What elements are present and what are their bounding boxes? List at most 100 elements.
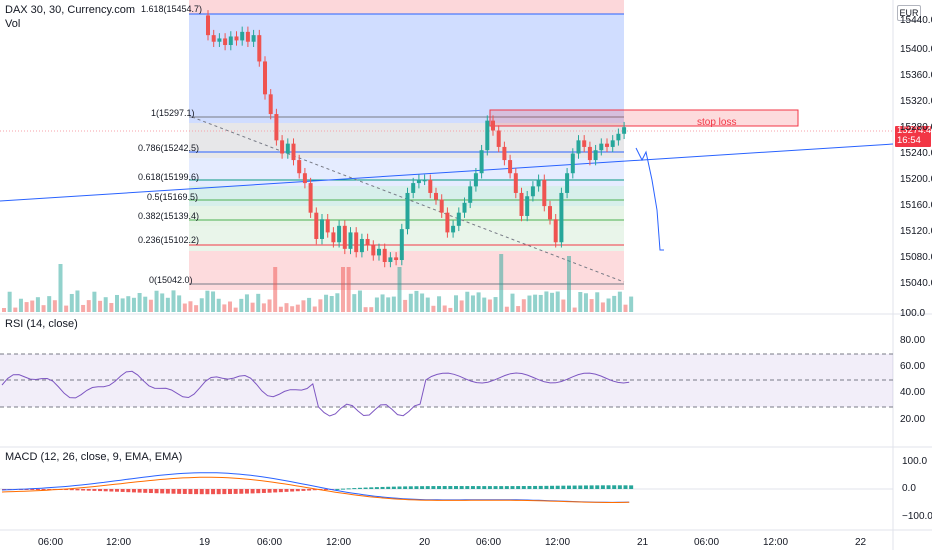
volume-bar: [148, 299, 153, 312]
macd-histogram-bar: [623, 485, 628, 489]
macd-histogram-bar: [177, 489, 182, 494]
candle: [251, 35, 256, 42]
candle: [530, 186, 535, 197]
macd-histogram-bar: [47, 489, 52, 490]
candle: [513, 173, 518, 193]
volume-bar: [18, 298, 23, 312]
macd-histogram-bar: [465, 486, 470, 489]
candle: [576, 140, 581, 154]
candle: [411, 183, 416, 193]
macd-histogram-bar: [273, 489, 278, 493]
price-tick: 15440.0: [900, 15, 932, 26]
projection-path: [635, 147, 664, 251]
price-tick: 15160.0: [900, 200, 932, 211]
candle: [451, 225, 456, 233]
macd-title[interactable]: MACD (12, 26, close, 9, EMA, EMA): [5, 451, 183, 463]
macd-histogram-bar: [103, 489, 108, 492]
volume-bar: [403, 299, 408, 312]
candle: [496, 130, 501, 147]
macd-histogram-bar: [131, 489, 136, 493]
volume-bar: [408, 293, 413, 312]
volume-label: Vol: [5, 18, 21, 30]
macd-histogram-bar: [120, 489, 125, 492]
volume-bar: [205, 290, 210, 312]
macd-histogram-bar: [567, 485, 571, 489]
candle: [377, 248, 381, 256]
volume-bar: [120, 298, 125, 312]
macd-histogram-bar: [267, 489, 272, 493]
macd-histogram-bar: [165, 489, 170, 494]
price-tick: 15200.0: [900, 174, 932, 185]
volume-bar: [244, 294, 249, 312]
volume-bar: [188, 301, 193, 312]
time-tick: 12:00: [545, 537, 571, 548]
volume-bar: [374, 297, 379, 312]
volume-bar: [391, 296, 396, 312]
rsi-title[interactable]: RSI (14, close): [5, 318, 78, 330]
volume-bar: [470, 295, 475, 312]
candle: [439, 199, 444, 213]
time-tick: 06:00: [476, 537, 502, 548]
volume-bar: [165, 297, 170, 312]
volume-bar: [103, 297, 108, 312]
candle: [536, 179, 541, 187]
volume-bar: [335, 293, 340, 312]
currency-button[interactable]: EUR: [897, 5, 921, 21]
symbol-title[interactable]: DAX 30, 30, Currency.com: [5, 4, 136, 16]
macd-tick: −100.0: [902, 511, 932, 522]
time-tick: 21: [637, 537, 649, 548]
macd-histogram-bar: [459, 486, 464, 489]
volume-bar: [13, 307, 18, 312]
macd-histogram-bar: [606, 485, 611, 489]
volume-bar: [47, 296, 52, 312]
fib-zone: [189, 158, 624, 186]
time-tick: 06:00: [257, 537, 283, 548]
macd-histogram-bar: [442, 486, 447, 489]
macd-histogram-bar: [24, 489, 29, 490]
candle: [206, 15, 210, 36]
candle: [320, 219, 324, 239]
price-tick: 15120.0: [900, 226, 932, 237]
macd-histogram-bar: [154, 489, 159, 494]
macd-histogram-bar: [199, 489, 204, 495]
volume-bar: [357, 290, 362, 312]
macd-tick: 100.0: [902, 456, 928, 467]
signal-line: [1, 476, 630, 503]
macd-histogram-bar: [544, 485, 549, 489]
candle: [473, 173, 478, 187]
candle: [325, 219, 330, 233]
candle: [610, 140, 615, 147]
macd-histogram-bar: [617, 485, 622, 489]
macd-histogram-bar: [454, 486, 458, 489]
candle: [622, 127, 627, 134]
volume-bar: [115, 294, 119, 312]
volume-bar: [75, 290, 80, 312]
candle: [508, 160, 513, 174]
candle: [302, 173, 307, 184]
volume-axis-tick: 100.0: [900, 308, 926, 319]
macd-histogram-bar: [493, 486, 498, 489]
volume-bar: [64, 305, 69, 312]
macd-histogram-bar: [504, 486, 509, 489]
fib-zone: [189, 0, 624, 14]
candle: [462, 202, 467, 213]
volume-bar: [341, 267, 345, 312]
fib-level-label: 0.618(15199.6): [138, 172, 200, 182]
macd-histogram-bar: [386, 486, 391, 489]
volume-bar: [41, 305, 46, 312]
stop-loss-label[interactable]: stop loss: [697, 117, 737, 128]
macd-histogram-bar: [403, 486, 408, 489]
candle: [382, 248, 387, 262]
trend-line: [0, 143, 894, 202]
macd-histogram-bar: [284, 489, 289, 492]
candle: [217, 38, 222, 42]
volume-bar: [250, 302, 255, 312]
volume-bar: [69, 293, 74, 312]
volume-bar: [465, 291, 470, 312]
macd-histogram-bar: [629, 485, 634, 489]
volume-bar: [171, 290, 176, 312]
macd-histogram-bar: [307, 489, 312, 491]
macd-histogram-bar: [369, 487, 374, 489]
